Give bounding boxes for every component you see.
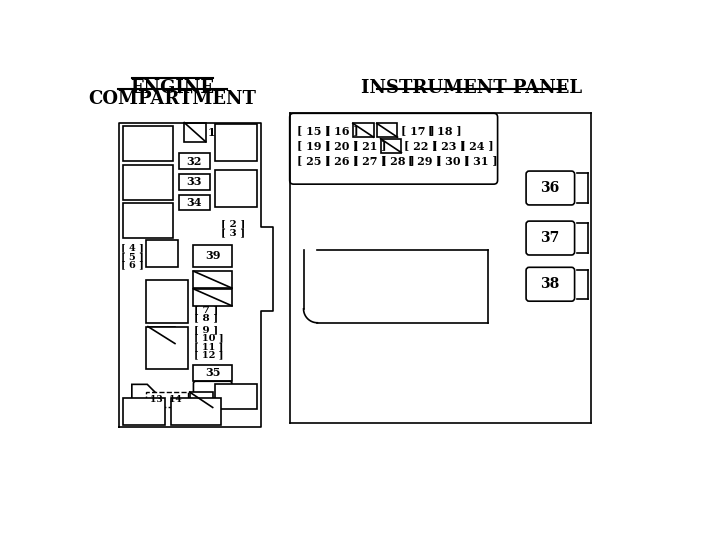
Text: 35: 35 [205, 367, 220, 379]
Text: COMPARTMENT: COMPARTMENT [89, 90, 256, 108]
FancyBboxPatch shape [289, 113, 498, 184]
Bar [171, 398, 221, 425]
Text: INSTRUMENT PANEL: INSTRUMENT PANEL [361, 79, 582, 97]
Bar [145, 327, 188, 369]
Text: [ 27 ]: [ 27 ] [353, 156, 387, 166]
Text: 32: 32 [186, 156, 202, 166]
Text: [ 26 ]: [ 26 ] [325, 156, 359, 166]
Bar [194, 289, 232, 306]
Bar [122, 165, 173, 200]
Text: [ 10 ]: [ 10 ] [194, 334, 224, 343]
Bar [381, 139, 401, 153]
Text: 39: 39 [205, 250, 220, 261]
Bar [122, 204, 173, 238]
Text: [ 28 ]: [ 28 ] [381, 156, 414, 166]
Text: ENGINE: ENGINE [130, 79, 215, 97]
Text: [ 22 ]: [ 22 ] [405, 140, 438, 151]
Text: [ 24 ]: [ 24 ] [460, 140, 493, 151]
Text: [ 4 ]: [ 4 ] [121, 244, 144, 253]
Text: [ 19 ]: [ 19 ] [297, 140, 331, 151]
Polygon shape [132, 384, 155, 400]
Text: [ 9 ]: [ 9 ] [194, 325, 218, 334]
Text: [ 20 ]: [ 20 ] [325, 140, 359, 151]
Bar [215, 124, 257, 161]
Text: 1: 1 [207, 127, 215, 138]
Text: 33: 33 [186, 177, 202, 187]
FancyBboxPatch shape [526, 267, 575, 301]
Bar [145, 240, 178, 267]
Bar [194, 365, 232, 381]
Bar [194, 271, 232, 288]
Bar [353, 123, 374, 137]
Bar [189, 392, 212, 408]
Text: [ 21 ]: [ 21 ] [353, 140, 387, 151]
FancyBboxPatch shape [194, 381, 232, 400]
Text: [ 29 ]: [ 29 ] [408, 156, 442, 166]
Text: [ 6 ]: [ 6 ] [121, 260, 144, 269]
Text: [ 12 ]: [ 12 ] [194, 350, 224, 360]
Text: 34: 34 [186, 197, 202, 208]
Bar [184, 123, 206, 142]
Text: [ 30 ]: [ 30 ] [436, 156, 469, 166]
Bar [122, 126, 173, 161]
Text: 38: 38 [540, 277, 559, 291]
Text: [ 31 ]: [ 31 ] [464, 156, 498, 166]
FancyBboxPatch shape [526, 171, 575, 205]
Text: [ 25 ]: [ 25 ] [297, 156, 331, 166]
Text: [ 3 ]: [ 3 ] [221, 228, 246, 237]
Bar [215, 170, 257, 207]
Text: [ 2 ]: [ 2 ] [221, 219, 246, 228]
Text: [ 16 ]: [ 16 ] [325, 125, 359, 136]
Bar [179, 153, 210, 168]
Bar [194, 245, 232, 267]
Bar [148, 327, 175, 343]
Bar [122, 398, 165, 425]
Text: [ 18 ]: [ 18 ] [428, 125, 462, 136]
Bar [377, 123, 397, 137]
Text: [ 15 ]: [ 15 ] [297, 125, 331, 136]
Text: 13  14: 13 14 [150, 395, 182, 404]
Text: [ 23 ]: [ 23 ] [432, 140, 466, 151]
Bar [145, 280, 188, 323]
Text: [ 5 ]: [ 5 ] [121, 252, 144, 261]
Text: [ 7 ]: [ 7 ] [194, 305, 218, 314]
Bar [179, 195, 210, 211]
Text: [ 11 ]: [ 11 ] [194, 342, 224, 351]
Bar [179, 174, 210, 190]
Text: 37: 37 [540, 231, 559, 245]
Bar [145, 392, 188, 408]
FancyBboxPatch shape [526, 221, 575, 255]
Text: [ 8 ]: [ 8 ] [194, 314, 218, 322]
Text: 36: 36 [540, 181, 559, 195]
Bar [215, 384, 257, 409]
Text: [ 17 ]: [ 17 ] [400, 125, 434, 136]
